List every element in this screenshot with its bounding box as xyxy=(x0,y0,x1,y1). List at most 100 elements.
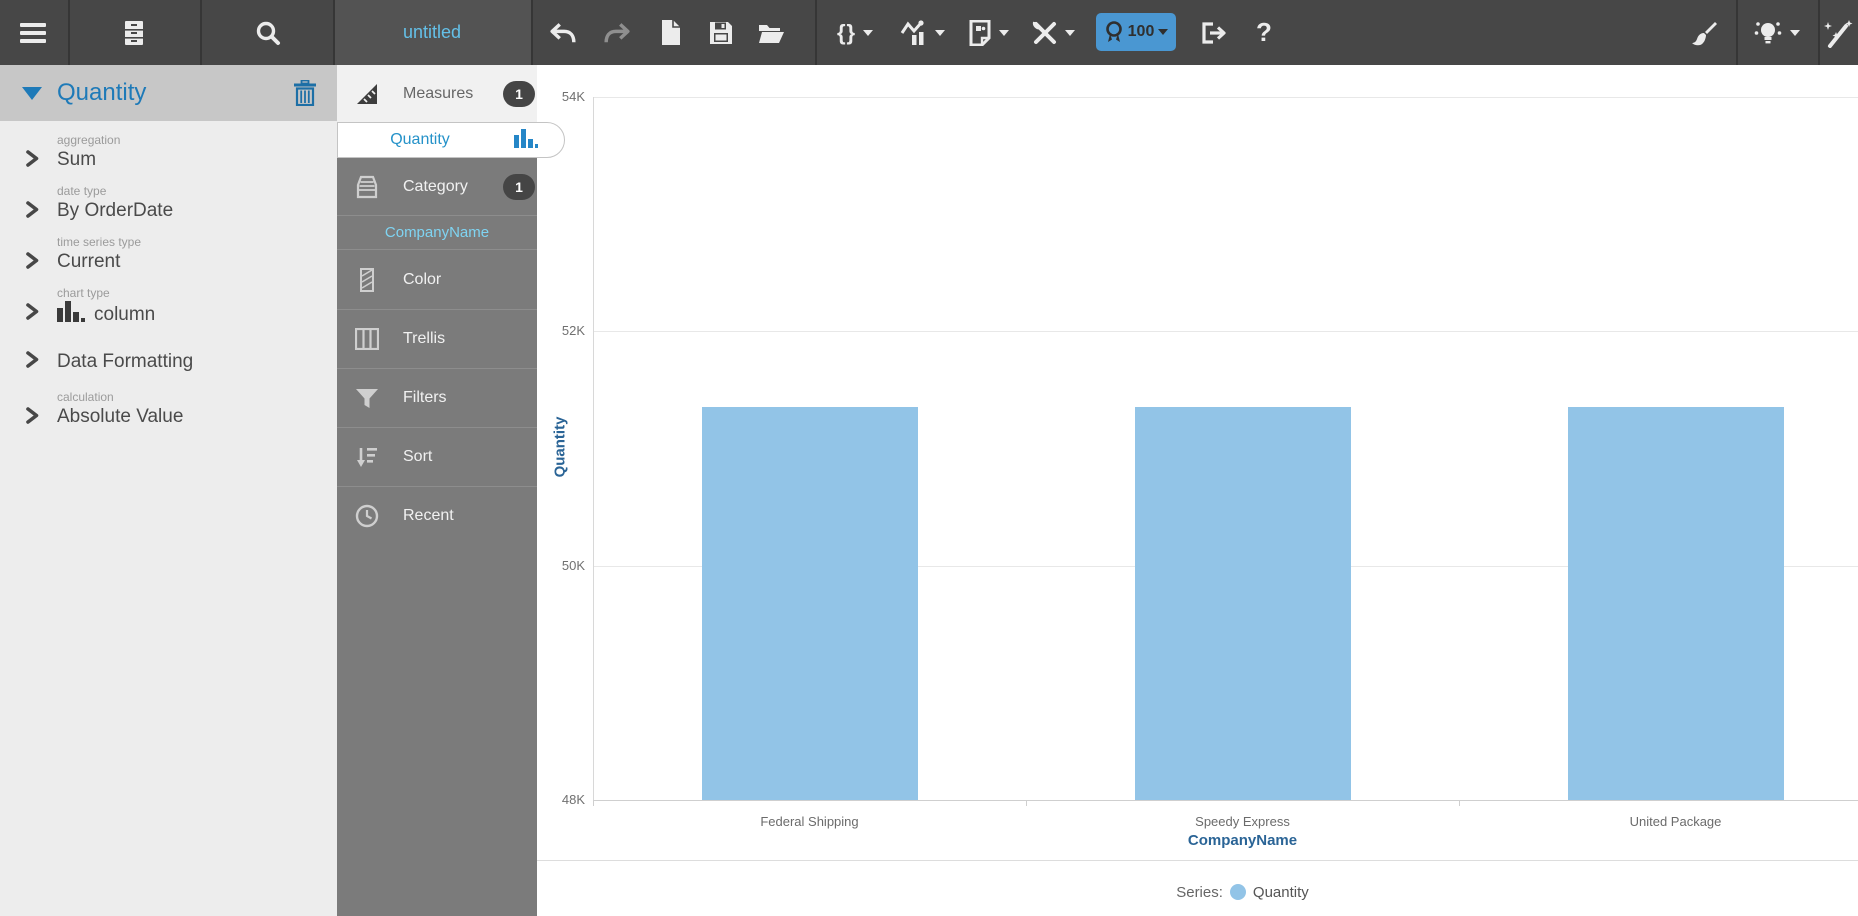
tools-menu-button[interactable] xyxy=(1021,0,1085,65)
x-tick-mark xyxy=(1459,800,1460,806)
section-filters[interactable]: Filters xyxy=(337,368,537,427)
code-menu-button[interactable]: {} xyxy=(823,0,887,65)
property-date-type[interactable]: date type By OrderDate xyxy=(0,184,337,224)
category-count-badge: 1 xyxy=(503,173,535,200)
score-badge-button[interactable]: 100 xyxy=(1096,13,1176,51)
y-axis-title: Quantity xyxy=(551,416,569,478)
chart-type-icon xyxy=(900,19,924,45)
column-chart-icon xyxy=(57,300,85,329)
property-list: aggregation Sum date type By OrderDate t… xyxy=(0,121,337,430)
y-tick-label: 48K xyxy=(561,792,585,807)
x-tick-mark xyxy=(593,800,594,806)
chart-footer-divider xyxy=(537,860,1858,861)
open-report-button[interactable] xyxy=(745,0,797,65)
toolbar-divider xyxy=(200,0,202,65)
bar-united-package[interactable] xyxy=(1568,407,1784,800)
export-button[interactable] xyxy=(1188,0,1240,65)
section-trellis[interactable]: Trellis xyxy=(337,309,537,368)
category-drawer-icon xyxy=(354,175,380,199)
undo-icon xyxy=(550,22,576,42)
redo-button[interactable] xyxy=(589,0,645,65)
file-cabinet-icon xyxy=(125,20,143,45)
chevron-right-icon xyxy=(26,351,39,373)
fields-panel: Measures 1 Category 1 CompanyName Color … xyxy=(337,65,565,916)
trellis-columns-icon xyxy=(354,328,380,350)
new-file-icon xyxy=(662,20,680,45)
toolbar-divider xyxy=(815,0,817,65)
legend-marker-quantity[interactable] xyxy=(1229,884,1246,900)
chevron-right-icon xyxy=(26,150,39,172)
field-companyname[interactable]: CompanyName xyxy=(337,215,537,249)
legend: Series: Quantity xyxy=(593,880,1858,904)
hamburger-menu-button[interactable] xyxy=(5,0,61,65)
insights-menu-button[interactable] xyxy=(1740,0,1812,65)
toolbar-divider xyxy=(1818,0,1820,65)
help-button[interactable]: ? xyxy=(1239,0,1289,65)
toolbar: untitled xyxy=(0,0,1858,65)
x-category-label: Federal Shipping xyxy=(760,814,859,829)
help-icon: ? xyxy=(1256,17,1272,47)
caret-down-icon xyxy=(1789,29,1800,36)
style-brush-button[interactable] xyxy=(1676,0,1732,65)
bar-speedy-express[interactable] xyxy=(1135,407,1351,800)
save-button[interactable] xyxy=(695,0,747,65)
caret-down-icon xyxy=(1064,29,1075,36)
triangle-down-icon xyxy=(22,86,42,100)
legend-series-prefix: Series: xyxy=(1176,883,1223,901)
properties-header[interactable]: Quantity xyxy=(0,65,337,121)
magic-wand-button[interactable] xyxy=(1822,0,1858,65)
y-tick-label: 52K xyxy=(561,323,585,338)
y-axis-line xyxy=(593,97,594,800)
sort-icon xyxy=(354,446,380,468)
bar-federal-shipping[interactable] xyxy=(702,407,918,800)
section-sort[interactable]: Sort xyxy=(337,427,537,486)
score-value: 100 xyxy=(1127,23,1155,40)
toolbar-divider xyxy=(68,0,70,65)
medal-icon xyxy=(1105,21,1122,42)
section-color[interactable]: Color xyxy=(337,249,537,309)
trash-icon xyxy=(294,79,316,107)
legend-item-quantity[interactable]: Quantity xyxy=(1252,883,1309,901)
color-swatch-icon xyxy=(354,267,380,292)
field-pill-quantity[interactable]: Quantity xyxy=(337,122,565,158)
x-tick-mark xyxy=(1026,800,1027,806)
hamburger-icon xyxy=(20,22,46,43)
chevron-right-icon xyxy=(26,252,39,274)
property-chart-type[interactable]: chart type column xyxy=(0,286,337,329)
folder-open-icon xyxy=(759,24,784,43)
clock-icon xyxy=(354,504,380,528)
measures-section-header[interactable]: Measures 1 xyxy=(337,65,537,122)
caret-down-icon xyxy=(1158,29,1169,35)
undo-button[interactable] xyxy=(535,0,591,65)
category-section-header[interactable]: Category 1 xyxy=(337,157,537,215)
caret-down-icon xyxy=(998,29,1009,36)
report-title[interactable]: untitled xyxy=(333,0,531,65)
lightbulb-icon xyxy=(1754,21,1781,43)
property-aggregation[interactable]: aggregation Sum xyxy=(0,133,337,173)
x-axis-title: CompanyName xyxy=(1187,832,1298,849)
chevron-right-icon xyxy=(26,303,39,325)
trash-button[interactable] xyxy=(293,79,317,111)
y-tick-label: 54K xyxy=(561,89,585,104)
properties-panel: Quantity aggregation Sum xyxy=(0,65,337,916)
report-cabinet-button[interactable] xyxy=(106,0,162,65)
tools-icon xyxy=(1032,21,1056,44)
format-menu-button[interactable] xyxy=(956,0,1020,65)
gridline xyxy=(593,97,1858,98)
property-time-series-type[interactable]: time series type Current xyxy=(0,235,337,275)
gridline xyxy=(593,331,1858,332)
measures-ruler-icon xyxy=(354,82,380,106)
new-report-button[interactable] xyxy=(645,0,697,65)
x-axis-line xyxy=(593,800,1858,801)
column-chart-icon xyxy=(514,128,539,153)
section-recent[interactable]: Recent xyxy=(337,486,537,545)
x-category-label: United Package xyxy=(1629,814,1722,829)
property-data-formatting[interactable]: Data Formatting xyxy=(0,340,337,379)
search-button[interactable] xyxy=(240,0,296,65)
save-icon xyxy=(710,21,732,44)
chart-menu-button[interactable] xyxy=(890,0,954,65)
property-calculation[interactable]: calculation Absolute Value xyxy=(0,390,337,430)
selected-field-title: Quantity xyxy=(57,79,147,106)
braces-icon: {} xyxy=(836,19,857,45)
